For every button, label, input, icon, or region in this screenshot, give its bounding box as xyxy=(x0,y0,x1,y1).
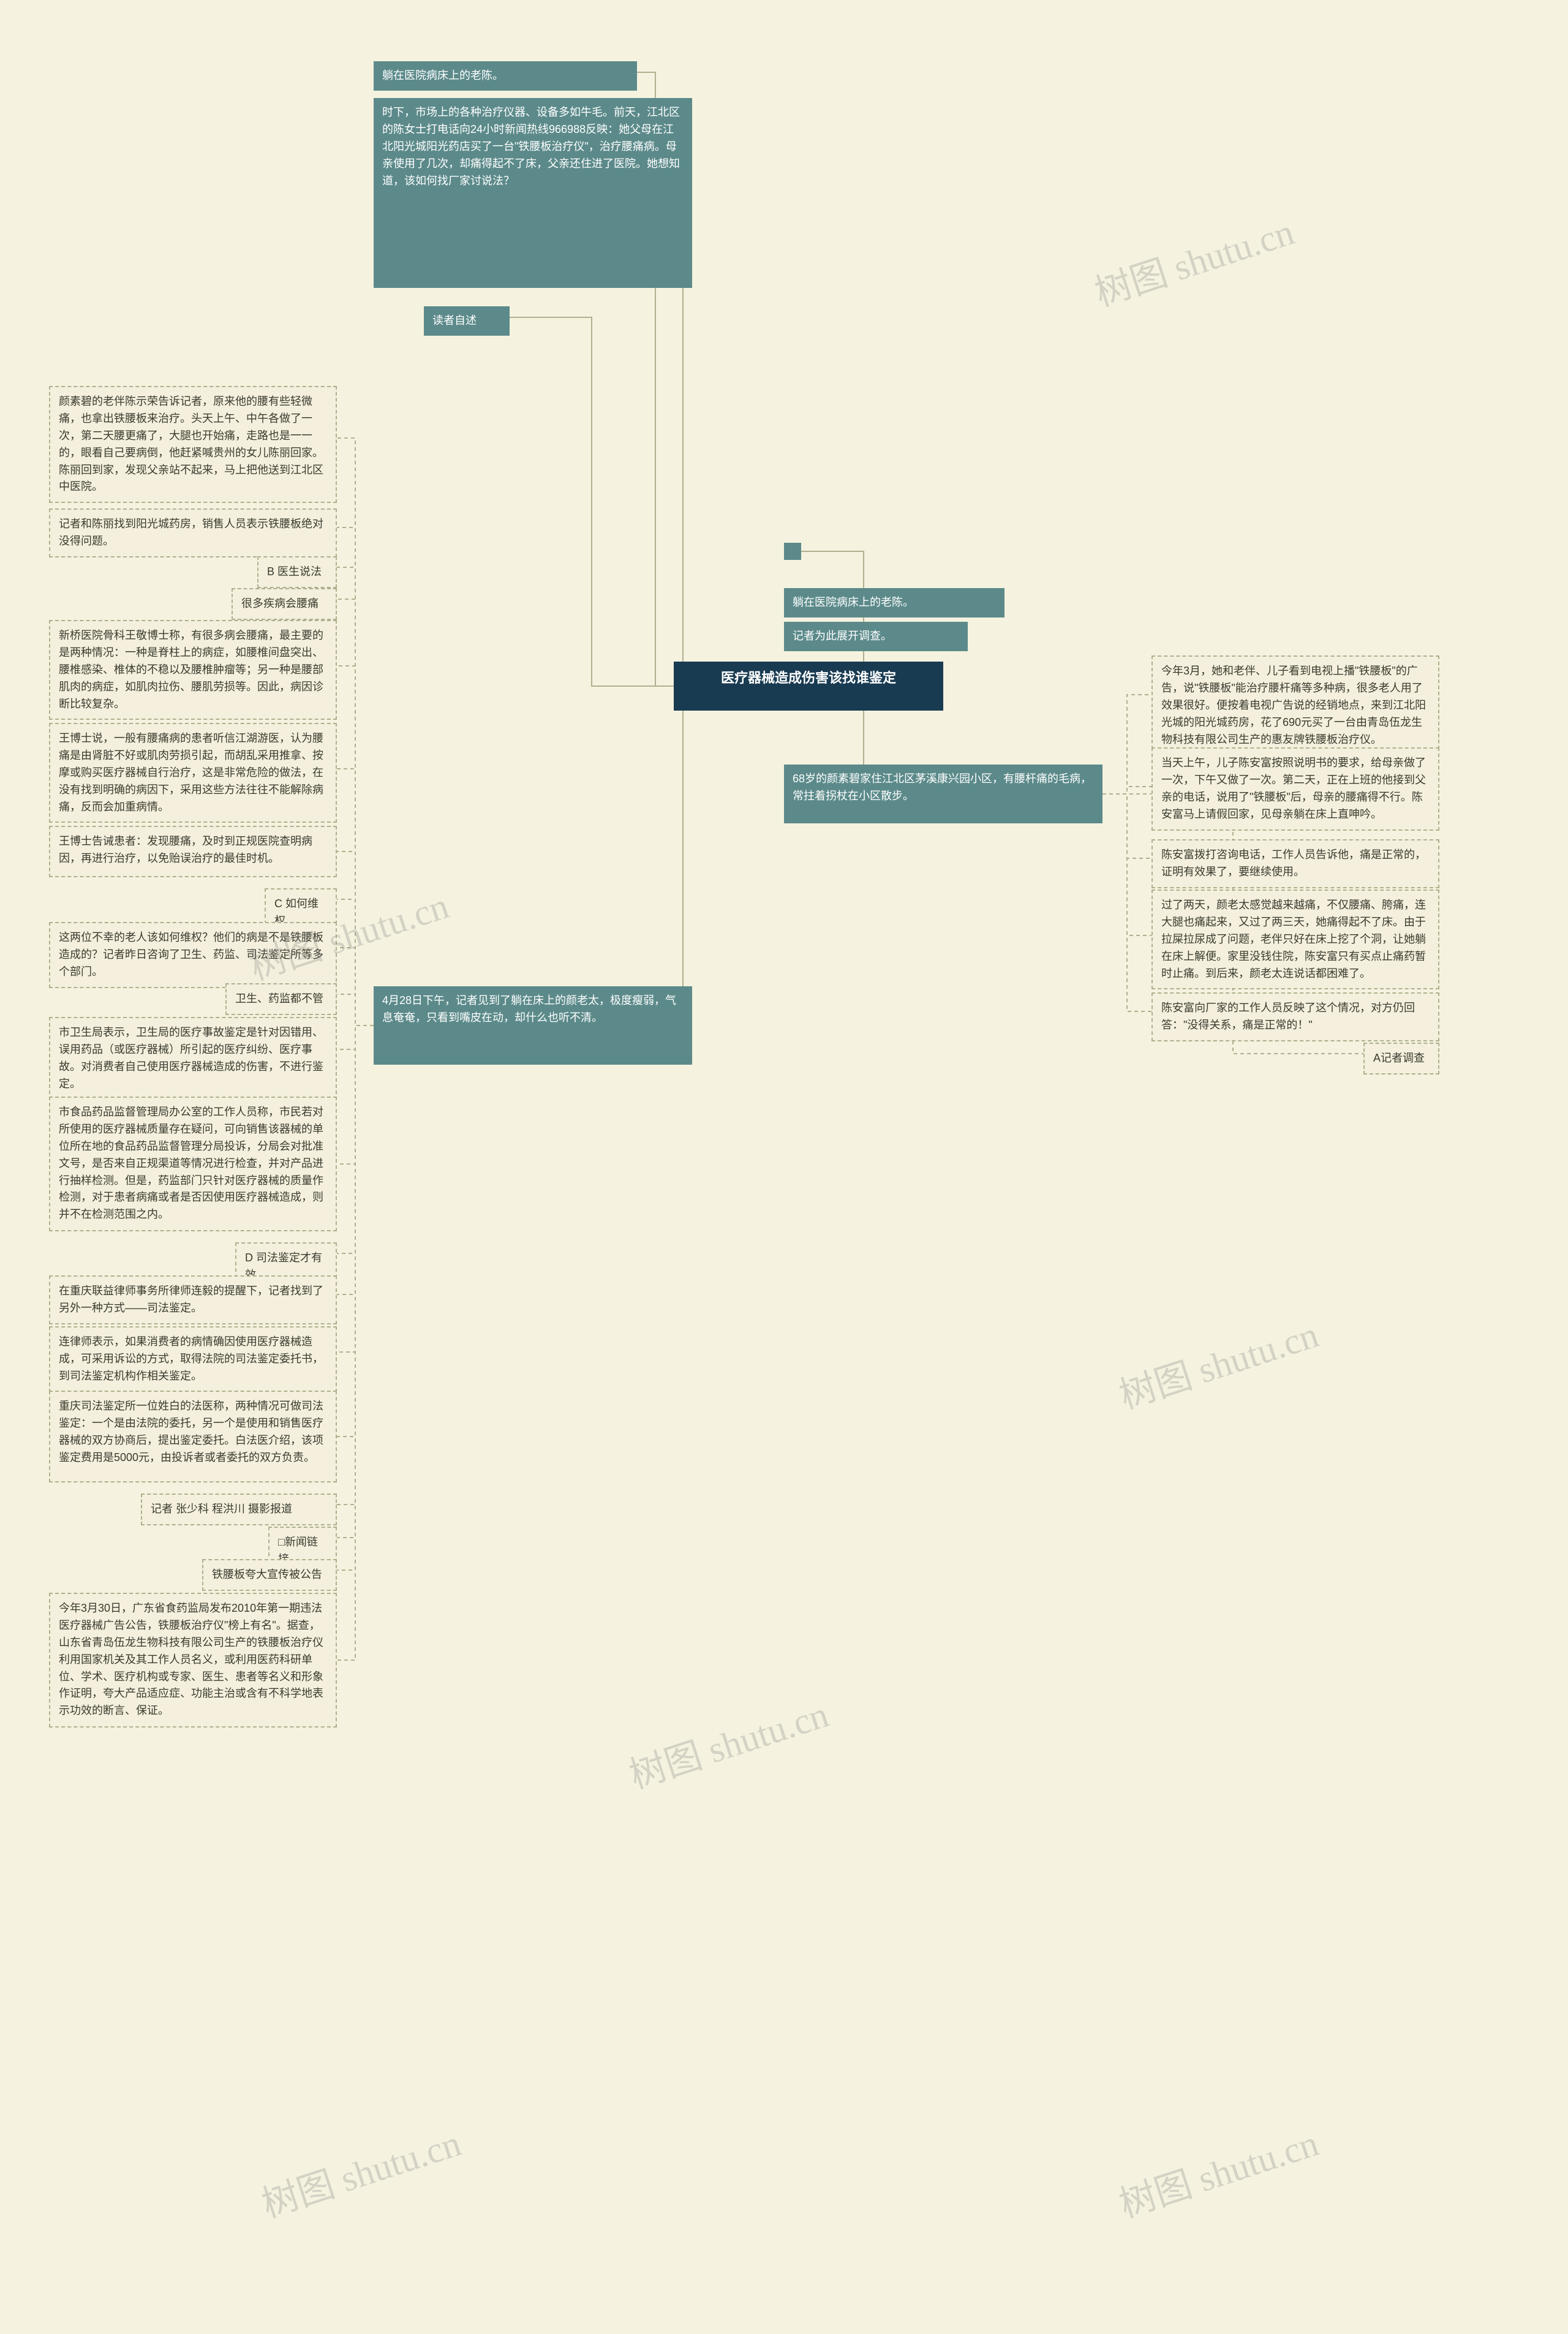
dashed-node-r1: 今年3月，她和老伴、儿子看到电视上播"铁腰板"的广告，说"铁腰板"能治疗腰杆痛等… xyxy=(1152,655,1439,755)
watermark: 树图 shutu.cn xyxy=(1087,202,1300,317)
dashed-node-d1: 颜素碧的老伴陈示荣告诉记者，原来他的腰有些轻微痛，也拿出铁腰板来治疗。头天上午、… xyxy=(49,386,337,503)
dashed-node-r2: 当天上午，儿子陈安富按照说明书的要求，给母亲做了一次，下午又做了一次。第二天，正… xyxy=(1152,747,1439,831)
solid-node-s6: 记者为此展开调查。 xyxy=(784,622,968,651)
solid-node-s3: 读者自述 xyxy=(424,306,510,336)
solid-node-s8: 4月28日下午，记者见到了躺在床上的颜老太，极度瘦弱，气息奄奄，只看到嘴皮在动，… xyxy=(374,986,692,1065)
dashed-node-d5: 新桥医院骨科王敬博士称，有很多病会腰痛，最主要的是两种情况：一种是脊柱上的病症，… xyxy=(49,620,337,720)
dashed-node-d15: 连律师表示，如果消费者的病情确因使用医疗器械造成，可采用诉讼的方式，取得法院的司… xyxy=(49,1326,337,1392)
watermark: 树图 shutu.cn xyxy=(622,1685,834,1799)
dashed-node-d11: 市卫生局表示，卫生局的医疗事故鉴定是针对因错用、误用药品（或医疗器械）所引起的医… xyxy=(49,1017,337,1100)
dashed-node-r3: 陈安富拨打咨询电话，工作人员告诉他，痛是正常的，证明有效果了，要继续使用。 xyxy=(1152,839,1439,888)
dashed-node-d3: B 医生说法 xyxy=(257,556,337,588)
dashed-node-d6: 王博士说，一般有腰痛病的患者听信江湖游医，认为腰痛是由肾脏不好或肌肉劳损引起，而… xyxy=(49,723,337,823)
dashed-node-d12: 市食品药品监督管理局办公室的工作人员称，市民若对所使用的医疗器械质量存在疑问，可… xyxy=(49,1097,337,1231)
dashed-node-d2: 记者和陈丽找到阳光城药房，销售人员表示铁腰板绝对没得问题。 xyxy=(49,508,337,557)
solid-node-s4 xyxy=(784,543,801,560)
dashed-node-d14: 在重庆联益律师事务所律师连毅的提醒下，记者找到了另外一种方式——司法鉴定。 xyxy=(49,1275,337,1324)
dashed-node-r6: A记者调查 xyxy=(1363,1043,1439,1074)
dashed-node-d9: 这两位不幸的老人该如何维权？他们的病是不是铁腰板造成的？记者昨日咨询了卫生、药监… xyxy=(49,922,337,988)
dashed-node-d7: 王博士告诫患者：发现腰痛，及时到正规医院查明病因，再进行治疗，以免贻误治疗的最佳… xyxy=(49,826,337,877)
solid-node-s2: 时下，市场上的各种治疗仪器、设备多如牛毛。前天，江北区的陈女士打电话向24小时新… xyxy=(374,98,692,288)
dashed-node-d10: 卫生、药监都不管 xyxy=(225,983,337,1015)
dashed-node-d4: 很多疾病会腰痛 xyxy=(232,588,337,620)
solid-node-s1: 躺在医院病床上的老陈。 xyxy=(374,61,637,91)
watermark: 树图 shutu.cn xyxy=(1112,2113,1324,2228)
dashed-node-d17: 记者 张少科 程洪川 摄影报道 xyxy=(141,1494,337,1525)
root-node: 医疗器械造成伤害该找谁鉴定 xyxy=(674,662,943,711)
watermark: 树图 shutu.cn xyxy=(254,2113,467,2228)
dashed-node-r4: 过了两天，颜老太感觉越来越痛，不仅腰痛、胯痛，连大腿也痛起来，又过了两三天，她痛… xyxy=(1152,889,1439,989)
dashed-node-d20: 今年3月30日，广东省食药监局发布2010年第一期违法医疗器械广告公告，铁腰板治… xyxy=(49,1593,337,1728)
solid-node-s5: 躺在医院病床上的老陈。 xyxy=(784,588,1005,617)
solid-node-s7: 68岁的颜素碧家住江北区茅溪康兴园小区，有腰杆痛的毛病，常拄着拐杖在小区散步。 xyxy=(784,765,1102,823)
dashed-node-d19: 铁腰板夸大宣传被公告 xyxy=(202,1559,337,1591)
dashed-node-r5: 陈安富向厂家的工作人员反映了这个情况，对方仍回答："没得关系，痛是正常的！" xyxy=(1152,992,1439,1041)
dashed-node-d16: 重庆司法鉴定所一位姓白的法医称，两种情况可做司法鉴定：一个是由法院的委托，另一个… xyxy=(49,1391,337,1482)
watermark: 树图 shutu.cn xyxy=(1112,1305,1324,1419)
